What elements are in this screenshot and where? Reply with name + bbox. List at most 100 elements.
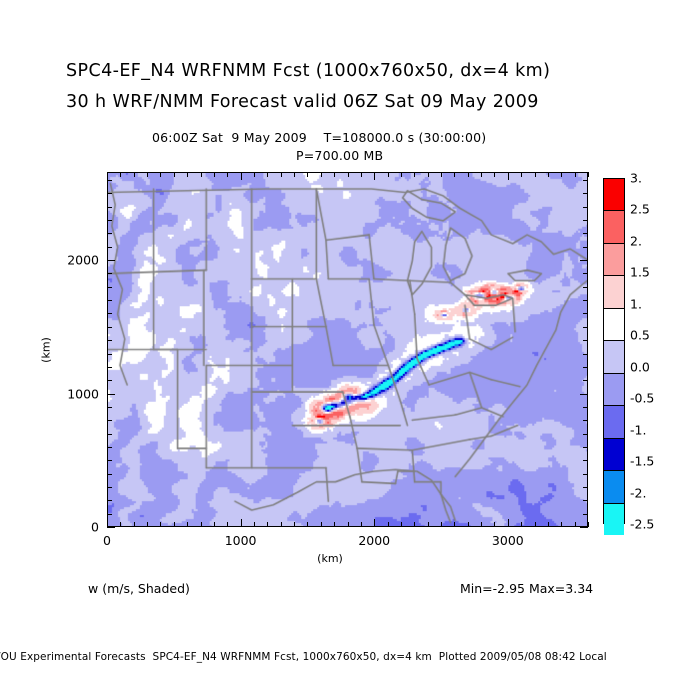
x-tick-top — [454, 172, 456, 177]
x-tick-top — [414, 172, 416, 177]
y-tick-right — [583, 513, 588, 515]
x-tick-top — [120, 172, 122, 177]
y-tick-left — [107, 220, 112, 222]
y-tick-right — [583, 180, 588, 181]
y-tick-right — [583, 193, 588, 195]
x-tick-top — [547, 172, 549, 177]
x-tick-top — [227, 172, 229, 177]
x-tick-top — [107, 172, 108, 180]
x-tick-bottom — [160, 522, 162, 527]
y-tick-right — [583, 340, 588, 342]
chart-title-line-2: 30 h WRF/NMM Forecast valid 06Z Sat 09 M… — [66, 92, 539, 112]
x-tick-top — [147, 172, 149, 177]
x-tick-top — [307, 172, 309, 177]
x-tick-bottom — [507, 519, 509, 527]
colorbar-band-4 — [604, 307, 624, 341]
x-tick-bottom — [360, 522, 362, 527]
min-max-readout: Min=-2.95 Max=3.34 — [460, 581, 594, 596]
x-tick-top — [334, 172, 336, 177]
colorbar-tick-label-2: 2. — [630, 233, 642, 249]
x-tick-bottom — [400, 522, 402, 527]
x-tick-top — [360, 172, 362, 177]
x-tick-label-0: 0 — [103, 533, 111, 548]
x-tick-bottom — [334, 522, 336, 527]
x-tick-top — [507, 172, 509, 180]
x-tick-bottom — [374, 519, 376, 527]
x-tick-bottom — [107, 519, 108, 527]
y-tick-right — [583, 460, 588, 462]
x-tick-bottom — [547, 522, 549, 527]
x-tick-bottom — [187, 522, 189, 527]
x-tick-top — [387, 172, 389, 177]
y-tick-left — [107, 500, 112, 502]
x-tick-bottom — [561, 522, 563, 527]
x-tick-bottom — [441, 522, 443, 527]
y-tick-left — [107, 486, 112, 488]
y-tick-right — [583, 220, 588, 222]
colorbar-tick-label-11: -2.5 — [630, 516, 655, 532]
y-tick-right — [580, 260, 588, 262]
x-tick-top — [494, 172, 496, 177]
x-tick-top — [467, 172, 469, 177]
x-tick-top — [280, 172, 282, 177]
y-tick-right — [580, 393, 588, 395]
colorbar-tick-label-3: 1.5 — [630, 264, 650, 280]
colorbar-tick-label-8: -1. — [630, 422, 647, 438]
y-tick-left — [107, 446, 112, 448]
y-axis-label: (km) — [39, 337, 53, 363]
y-tick-left — [107, 353, 112, 355]
y-tick-left — [107, 366, 112, 368]
vertical-velocity-shaded-field — [108, 173, 587, 526]
x-tick-bottom — [240, 519, 242, 527]
x-tick-top — [347, 172, 349, 177]
y-tick-right — [583, 206, 588, 208]
x-tick-bottom — [347, 522, 349, 527]
y-tick-left — [107, 233, 112, 235]
x-tick-top — [253, 172, 255, 177]
x-tick-label-3: 3000 — [491, 533, 524, 548]
y-tick-right — [583, 313, 588, 315]
y-tick-left — [107, 420, 112, 422]
x-tick-bottom — [147, 522, 149, 527]
x-tick-bottom — [414, 522, 416, 527]
chart-title-line-1: SPC4-EF_N4 WRFNMM Fcst (1000x760x50, dx=… — [66, 61, 551, 81]
y-tick-right — [583, 366, 588, 368]
x-tick-bottom — [253, 522, 255, 527]
y-tick-right — [583, 446, 588, 448]
y-tick-right — [583, 353, 588, 355]
y-tick-right — [583, 500, 588, 502]
colorbar-tick-label-9: -1.5 — [630, 453, 655, 469]
colorbar-band-1 — [604, 210, 624, 243]
x-tick-bottom — [227, 522, 229, 527]
y-tick-label-0: 0 — [91, 519, 99, 535]
y-tick-right — [583, 246, 588, 248]
y-tick-right — [583, 233, 588, 235]
colorbar-band-9 — [604, 470, 624, 503]
y-tick-left — [107, 193, 112, 195]
y-tick-right — [583, 406, 588, 408]
colorbar-tick-label-6: 0.0 — [630, 359, 650, 375]
y-tick-left — [107, 286, 112, 288]
chart-subtitle-pressure-level: P=700.00 MB — [296, 148, 384, 163]
x-tick-top — [320, 172, 322, 177]
y-tick-label-2: 2000 — [67, 252, 99, 268]
y-tick-left — [107, 206, 112, 208]
y-tick-left — [107, 433, 112, 435]
x-tick-top — [160, 172, 162, 177]
y-tick-label-1: 1000 — [67, 386, 99, 402]
y-tick-right — [583, 420, 588, 422]
x-tick-top — [427, 172, 429, 177]
field-caption: w (m/s, Shaded) — [88, 581, 190, 596]
colorbar-band-7 — [604, 405, 624, 438]
x-tick-label-2: 2000 — [358, 533, 391, 548]
x-tick-bottom — [294, 522, 296, 527]
x-tick-bottom — [454, 522, 456, 527]
colorbar-tick-label-7: -0.5 — [630, 390, 655, 406]
x-tick-bottom — [588, 522, 589, 527]
x-tick-top — [200, 172, 202, 177]
x-tick-top — [441, 172, 443, 177]
colorbar-tick-label-4: 1. — [630, 296, 642, 312]
y-tick-left — [107, 260, 115, 262]
x-tick-bottom — [133, 522, 135, 527]
x-tick-bottom — [307, 522, 309, 527]
